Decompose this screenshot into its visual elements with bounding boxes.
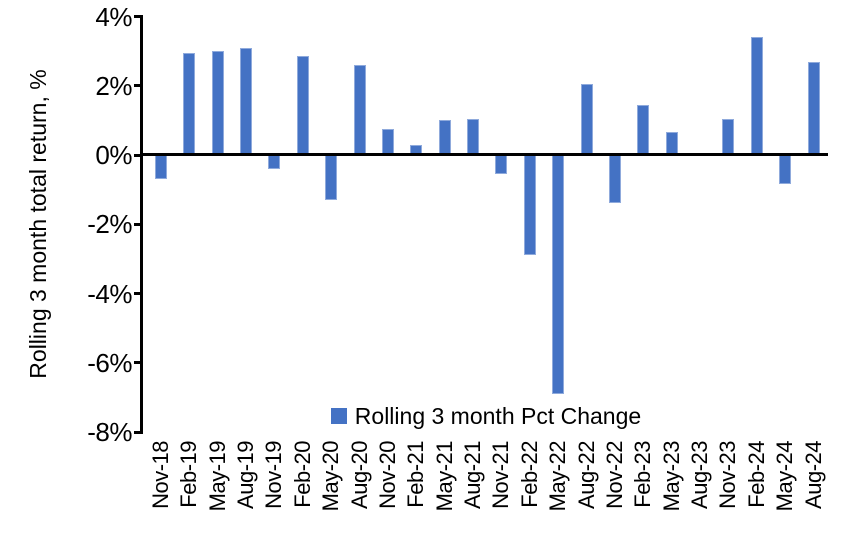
bar-Nov-22 bbox=[608, 155, 621, 204]
y-axis-tick bbox=[134, 430, 143, 434]
x-axis-zero-line bbox=[143, 153, 828, 156]
y-axis-tick bbox=[134, 84, 143, 88]
bar-May-20 bbox=[325, 155, 338, 200]
y-tick-label: 2% bbox=[95, 70, 132, 101]
x-tick-label: Aug-22 bbox=[573, 441, 599, 509]
bar-Feb-19 bbox=[183, 52, 196, 155]
y-axis-tick bbox=[134, 15, 143, 18]
bar-Nov-18 bbox=[155, 155, 167, 180]
y-axis-title: Rolling 3 month total return, % bbox=[25, 69, 51, 379]
x-tick-label: Nov-21 bbox=[488, 441, 514, 509]
x-tick-label: Feb-19 bbox=[176, 441, 202, 508]
legend: Rolling 3 month Pct Change bbox=[143, 404, 829, 428]
x-tick-label: Aug-23 bbox=[687, 441, 713, 509]
bar-Aug-21 bbox=[467, 118, 480, 155]
y-tick-label: 0% bbox=[95, 140, 132, 170]
bar-Nov-20 bbox=[381, 129, 394, 155]
x-tick-label: Nov-19 bbox=[261, 441, 287, 509]
x-tick-label: Nov-23 bbox=[715, 441, 741, 509]
bar-Feb-23 bbox=[637, 104, 650, 155]
bar-Nov-21 bbox=[495, 155, 508, 175]
y-axis-tick bbox=[134, 222, 143, 226]
bar-Aug-20 bbox=[353, 64, 366, 155]
x-tick-label: May-21 bbox=[431, 441, 457, 512]
x-tick-label: Feb-20 bbox=[289, 441, 315, 508]
x-tick-label: Nov-20 bbox=[374, 441, 400, 509]
x-tick-label: Feb-24 bbox=[743, 441, 769, 508]
x-tick-label: May-24 bbox=[772, 441, 798, 512]
bar-May-22 bbox=[552, 155, 565, 394]
y-tick-label: -6% bbox=[87, 347, 132, 378]
x-tick-label: Feb-21 bbox=[403, 441, 429, 508]
x-tick-label: May-22 bbox=[545, 441, 571, 512]
x-tick-label: Aug-19 bbox=[233, 441, 259, 509]
bar-Nov-19 bbox=[268, 155, 281, 169]
x-tick-label: May-20 bbox=[318, 441, 344, 512]
x-tick-label: May-23 bbox=[658, 441, 684, 512]
bar-Nov-23 bbox=[722, 118, 735, 155]
x-tick-label: May-19 bbox=[204, 441, 230, 512]
x-tick-label: Aug-21 bbox=[460, 441, 486, 509]
bar-Feb-24 bbox=[750, 37, 763, 155]
bar-May-23 bbox=[665, 132, 678, 155]
legend-swatch bbox=[330, 408, 347, 424]
bar-Aug-24 bbox=[807, 61, 820, 155]
bar-Feb-20 bbox=[296, 56, 309, 155]
x-tick-label: Nov-18 bbox=[148, 441, 173, 509]
y-axis-tick bbox=[134, 153, 143, 157]
bar-May-21 bbox=[438, 120, 451, 155]
x-tick-label: Aug-24 bbox=[800, 441, 826, 509]
bar-May-19 bbox=[211, 51, 224, 155]
bar-Aug-22 bbox=[580, 84, 593, 155]
x-tick-label: Aug-20 bbox=[346, 441, 372, 509]
y-tick-label: -2% bbox=[87, 209, 132, 240]
bar-Feb-22 bbox=[523, 155, 536, 256]
y-axis-tick bbox=[134, 361, 143, 365]
x-tick-label: Feb-22 bbox=[516, 441, 542, 508]
legend-label: Rolling 3 month Pct Change bbox=[354, 403, 642, 429]
y-tick-label: -8% bbox=[87, 417, 132, 447]
x-tick-label: Feb-23 bbox=[630, 441, 656, 508]
x-tick-label: Nov-22 bbox=[601, 441, 627, 509]
y-tick-label: 4% bbox=[95, 1, 132, 32]
y-tick-label: -4% bbox=[87, 278, 132, 309]
y-axis-tick bbox=[134, 292, 143, 295]
bar-Aug-19 bbox=[240, 47, 253, 155]
bar-May-24 bbox=[779, 155, 792, 185]
